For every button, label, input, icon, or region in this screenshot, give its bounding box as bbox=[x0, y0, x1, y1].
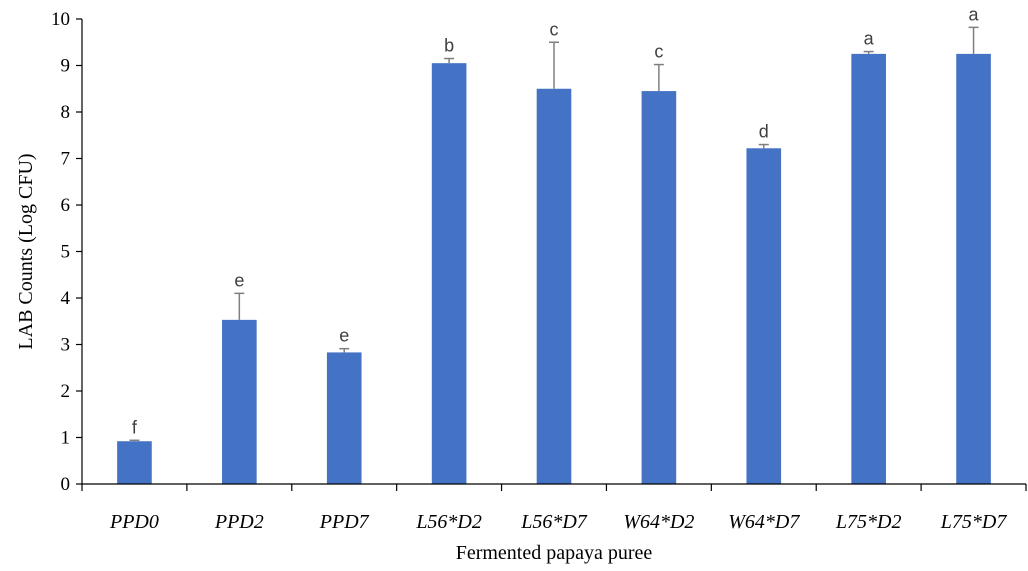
significance-letter: e bbox=[339, 326, 349, 346]
x-category-label: PPD2 bbox=[214, 511, 264, 533]
bars-group bbox=[117, 53, 991, 485]
x-category-label: W64*D2 bbox=[623, 511, 694, 533]
bar-ppd2 bbox=[222, 319, 257, 484]
y-axis-title: LAB Counts (Log CFU) bbox=[15, 153, 37, 349]
y-tick-label: 10 bbox=[51, 9, 70, 30]
x-category-label: W64*D7 bbox=[728, 511, 800, 533]
significance-letter: a bbox=[969, 4, 980, 24]
y-tick-label: 5 bbox=[61, 242, 71, 263]
significance-letter: b bbox=[444, 36, 454, 56]
bar-l56-d7 bbox=[536, 88, 572, 484]
bar-w64-d2 bbox=[641, 91, 677, 484]
x-category-label: L56*D2 bbox=[415, 511, 482, 533]
x-axis-ticks bbox=[81, 484, 1027, 491]
y-tick-label: 3 bbox=[61, 335, 71, 356]
x-category-label: PPD7 bbox=[319, 511, 370, 533]
y-tick-label: 1 bbox=[61, 428, 71, 449]
bar-w64-d7 bbox=[746, 148, 782, 484]
error-bars-group bbox=[129, 26, 979, 442]
x-axis-category-labels: PPD0 PPD2 PPD7 L56*D2 L56*D7 W64*D2 W64*D7 L75*… bbox=[109, 511, 1007, 533]
x-category-label: L56*D7 bbox=[520, 511, 588, 533]
significance-letter: a bbox=[864, 29, 875, 49]
y-tick-label: 4 bbox=[61, 288, 71, 309]
significance-letter: e bbox=[234, 270, 244, 290]
y-tick-label: 6 bbox=[61, 195, 71, 216]
y-axis-ticks: 0 1 2 3 4 5 6 7 8 9 10 bbox=[51, 9, 82, 495]
y-tick-label: 0 bbox=[61, 474, 71, 495]
bar-ppd0 bbox=[117, 441, 152, 484]
x-axis-title: Fermented papaya puree bbox=[456, 542, 653, 564]
x-category-label: PPD0 bbox=[109, 511, 159, 533]
y-tick-label: 9 bbox=[61, 56, 71, 77]
y-tick-label: 2 bbox=[61, 381, 71, 402]
significance-letter: f bbox=[132, 417, 138, 437]
bar-l75-d7 bbox=[956, 53, 991, 484]
significance-letter: d bbox=[759, 122, 769, 142]
x-category-label: L75*D7 bbox=[940, 511, 1008, 533]
bar-ppd7 bbox=[326, 352, 362, 484]
significance-letter: c bbox=[550, 19, 559, 39]
bar-l56-d2 bbox=[431, 63, 467, 485]
bar-l75-d2 bbox=[851, 53, 886, 484]
significance-letters-group: f e e b c c d a a bbox=[132, 4, 980, 437]
significance-letter: c bbox=[654, 42, 663, 62]
y-tick-label: 8 bbox=[61, 102, 71, 123]
x-category-label: L75*D2 bbox=[835, 511, 902, 533]
y-tick-label: 7 bbox=[61, 149, 71, 170]
